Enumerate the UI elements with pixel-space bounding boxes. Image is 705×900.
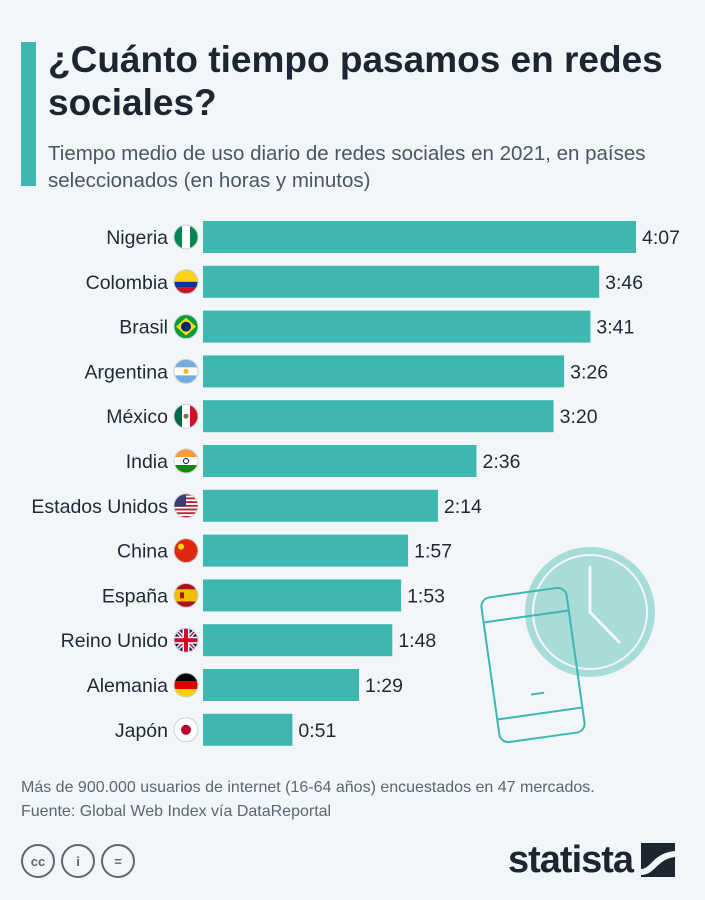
bar-estados-unidos xyxy=(203,489,438,522)
phone-icon xyxy=(480,586,586,744)
usa-flag-icon xyxy=(173,493,199,519)
value-label: 1:48 xyxy=(398,630,436,652)
nigeria-flag-icon xyxy=(173,224,199,250)
chart-title: ¿Cuánto tiempo pasamos en redes sociales… xyxy=(48,39,663,123)
bar-brasil xyxy=(203,310,591,343)
value-label: 1:57 xyxy=(414,541,452,563)
category-label: España xyxy=(102,585,168,607)
bar-argentina xyxy=(203,355,565,388)
category-label: Brasil xyxy=(119,317,168,339)
source-note: Fuente: Global Web Index vía DataReporta… xyxy=(21,803,332,820)
value-label: 3:41 xyxy=(596,317,634,339)
chart-subtitle: Tiempo medio de uso diario de redes soci… xyxy=(48,142,646,192)
spain-flag-icon xyxy=(173,582,199,608)
bar-nigeria xyxy=(203,221,636,253)
category-label: Reino Unido xyxy=(61,630,168,652)
no-derivatives-icon[interactable]: = xyxy=(101,844,135,878)
value-label: 0:51 xyxy=(298,720,336,742)
bar-japón xyxy=(203,713,293,746)
category-label: China xyxy=(117,541,168,563)
value-label: 2:14 xyxy=(444,496,482,518)
argentina-flag-icon xyxy=(173,358,199,384)
value-label: 3:20 xyxy=(560,406,598,428)
license-icons: cc i = xyxy=(21,844,135,878)
value-label: 2:36 xyxy=(482,451,520,473)
statista-logo[interactable]: statista xyxy=(508,838,676,882)
value-label: 3:46 xyxy=(605,272,643,294)
bar-chart: Nigeria 4:07 Colombia 3:46 Brasil 3:41 Argenti… xyxy=(31,221,680,746)
brazil-flag-icon xyxy=(173,314,199,340)
footnote: Más de 900.000 usuarios de internet (16-… xyxy=(21,776,691,824)
value-label: 1:29 xyxy=(365,675,403,697)
category-label: México xyxy=(106,406,168,428)
category-label: India xyxy=(126,451,168,473)
statista-mark-icon xyxy=(641,843,676,877)
bar-colombia xyxy=(203,265,600,298)
bar-méxico xyxy=(203,400,554,433)
colombia-flag-icon xyxy=(173,269,199,295)
value-label: 4:07 xyxy=(642,227,680,249)
category-label: Estados Unidos xyxy=(31,496,168,518)
mexico-flag-icon xyxy=(173,403,199,429)
value-label: 3:26 xyxy=(570,361,608,383)
clock-phone-illustration xyxy=(480,547,655,744)
category-label: Colombia xyxy=(86,272,169,294)
logo-text: statista xyxy=(508,839,634,881)
creative-commons-icon[interactable]: cc xyxy=(21,844,55,878)
category-label: Nigeria xyxy=(106,227,168,249)
survey-note: Más de 900.000 usuarios de internet (16-… xyxy=(21,779,595,796)
bar-reino-unido xyxy=(203,624,393,657)
india-flag-icon xyxy=(173,448,199,474)
china-flag-icon xyxy=(173,538,199,564)
bar-españa xyxy=(203,579,402,612)
category-label: Argentina xyxy=(85,361,169,383)
uk-flag-icon xyxy=(173,627,199,653)
japan-flag-icon xyxy=(173,717,199,743)
category-label: Japón xyxy=(115,720,168,742)
value-label: 1:53 xyxy=(407,585,445,607)
germany-flag-icon xyxy=(173,672,199,698)
bar-india xyxy=(203,445,477,477)
title-accent-bar xyxy=(21,42,36,186)
bar-alemania xyxy=(203,669,360,701)
attribution-icon[interactable]: i xyxy=(61,844,95,878)
category-label: Alemania xyxy=(87,675,168,697)
bar-china xyxy=(203,534,409,567)
